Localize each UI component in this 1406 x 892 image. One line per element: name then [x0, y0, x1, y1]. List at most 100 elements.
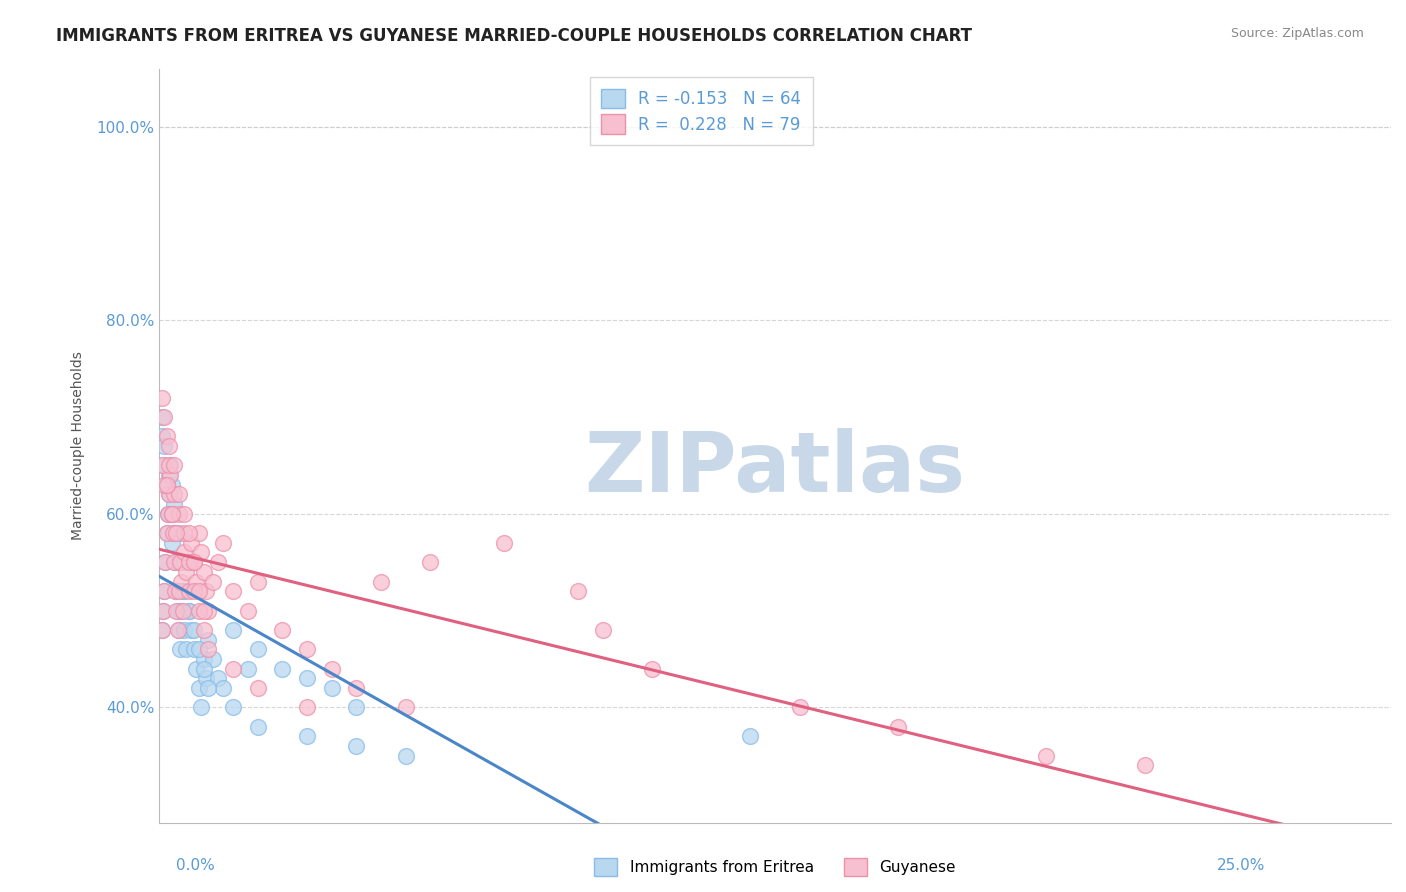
Point	[193, 623, 215, 637]
Point	[197, 642, 219, 657]
Point	[166, 584, 188, 599]
Point	[419, 555, 441, 569]
Point	[163, 555, 186, 569]
Point	[187, 681, 209, 695]
Point	[163, 526, 186, 541]
Point	[169, 642, 191, 657]
Point	[183, 642, 205, 657]
Point	[271, 623, 294, 637]
Point	[195, 671, 218, 685]
Point	[160, 507, 183, 521]
Point	[187, 603, 209, 617]
Point	[183, 555, 205, 569]
Point	[202, 652, 225, 666]
Point	[394, 748, 416, 763]
Point	[295, 671, 318, 685]
Point	[153, 458, 176, 473]
Point	[295, 730, 318, 744]
Point	[167, 623, 190, 637]
Point	[167, 603, 190, 617]
Point	[887, 720, 910, 734]
Point	[163, 497, 186, 511]
Point	[222, 662, 245, 676]
Point	[176, 642, 198, 657]
Point	[187, 526, 209, 541]
Point	[162, 526, 184, 541]
Point	[157, 507, 180, 521]
Point	[180, 623, 202, 637]
Point	[193, 603, 215, 617]
Point	[246, 574, 269, 589]
Point	[155, 526, 177, 541]
Point	[152, 603, 174, 617]
Point	[321, 662, 343, 676]
Point	[193, 662, 215, 676]
Point	[197, 681, 219, 695]
Point	[155, 429, 177, 443]
Point	[150, 623, 173, 637]
Point	[172, 603, 194, 617]
Point	[150, 458, 173, 473]
Point	[344, 700, 367, 714]
Y-axis label: Married-couple Households: Married-couple Households	[72, 351, 86, 541]
Point	[167, 555, 190, 569]
Point	[740, 730, 762, 744]
Point	[344, 681, 367, 695]
Point	[494, 536, 516, 550]
Point	[157, 487, 180, 501]
Point	[197, 603, 219, 617]
Point	[155, 477, 177, 491]
Legend: R = -0.153   N = 64, R =  0.228   N = 79: R = -0.153 N = 64, R = 0.228 N = 79	[589, 77, 813, 145]
Point	[173, 526, 195, 541]
Point	[592, 623, 614, 637]
Point	[173, 545, 195, 559]
Point	[173, 507, 195, 521]
Point	[236, 662, 259, 676]
Point	[193, 652, 215, 666]
Point	[172, 584, 194, 599]
Point	[166, 526, 188, 541]
Point	[246, 681, 269, 695]
Point	[163, 555, 186, 569]
Point	[160, 477, 183, 491]
Point	[246, 720, 269, 734]
Point	[157, 507, 180, 521]
Point	[641, 662, 664, 676]
Point	[167, 507, 190, 521]
Point	[162, 507, 184, 521]
Point	[167, 584, 190, 599]
Point	[177, 603, 200, 617]
Point	[344, 739, 367, 753]
Text: IMMIGRANTS FROM ERITREA VS GUYANESE MARRIED-COUPLE HOUSEHOLDS CORRELATION CHART: IMMIGRANTS FROM ERITREA VS GUYANESE MARR…	[56, 27, 972, 45]
Point	[163, 458, 186, 473]
Point	[183, 584, 205, 599]
Text: 0.0%: 0.0%	[176, 858, 215, 872]
Point	[157, 507, 180, 521]
Point	[176, 565, 198, 579]
Point	[150, 391, 173, 405]
Point	[207, 555, 229, 569]
Point	[157, 458, 180, 473]
Point	[157, 468, 180, 483]
Point	[167, 487, 190, 501]
Point	[160, 536, 183, 550]
Point	[236, 603, 259, 617]
Point	[1035, 748, 1057, 763]
Point	[153, 584, 176, 599]
Point	[153, 439, 176, 453]
Point	[163, 584, 186, 599]
Point	[160, 507, 183, 521]
Point	[222, 700, 245, 714]
Point	[295, 642, 318, 657]
Point	[159, 458, 181, 473]
Point	[169, 555, 191, 569]
Point	[159, 468, 181, 483]
Point	[195, 584, 218, 599]
Point	[222, 584, 245, 599]
Point	[153, 555, 176, 569]
Text: Source: ZipAtlas.com: Source: ZipAtlas.com	[1230, 27, 1364, 40]
Point	[155, 526, 177, 541]
Point	[370, 574, 392, 589]
Point	[173, 584, 195, 599]
Point	[170, 603, 193, 617]
